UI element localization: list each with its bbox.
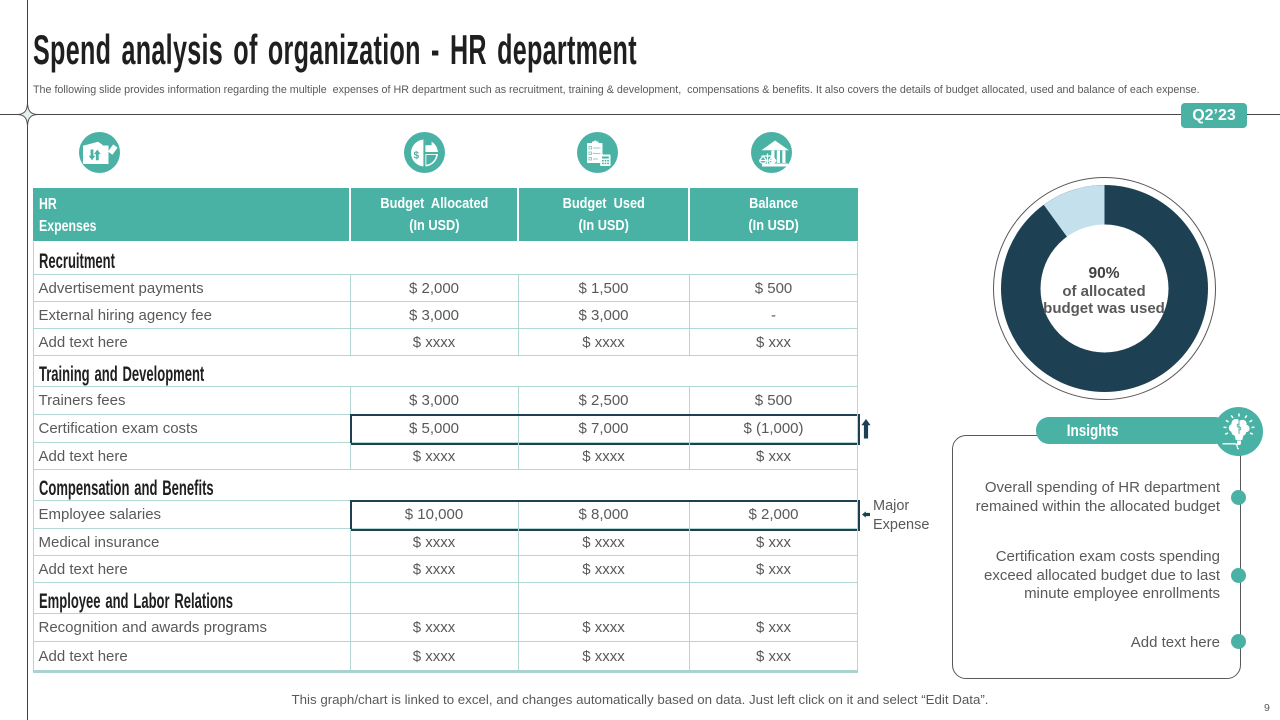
svg-text:$: $ [414,151,420,162]
